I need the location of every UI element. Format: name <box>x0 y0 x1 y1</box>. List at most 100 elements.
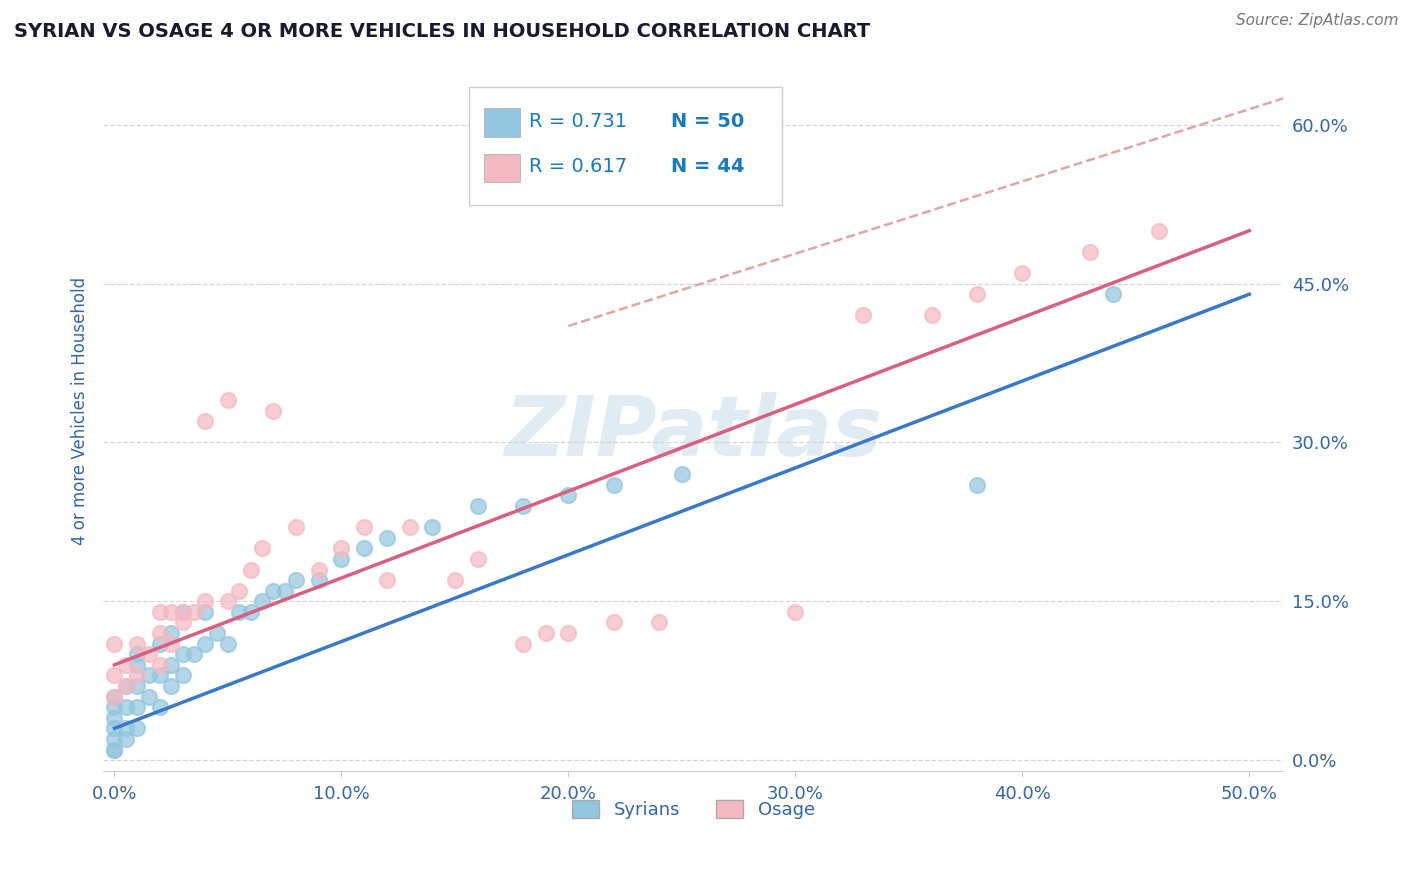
Point <box>398 520 420 534</box>
Point <box>1102 287 1125 301</box>
Point <box>183 605 205 619</box>
Point <box>103 742 125 756</box>
Point <box>444 573 467 587</box>
Point <box>250 594 273 608</box>
Point <box>103 731 125 746</box>
Point <box>308 573 330 587</box>
Point <box>239 605 262 619</box>
Point <box>557 488 579 502</box>
Point <box>375 531 398 545</box>
Point <box>114 731 136 746</box>
Point <box>262 403 284 417</box>
Point <box>534 626 557 640</box>
Point <box>262 583 284 598</box>
Point <box>183 647 205 661</box>
Point <box>205 626 228 640</box>
Point <box>239 562 262 576</box>
Point <box>852 309 875 323</box>
Point <box>671 467 693 482</box>
Point <box>160 605 183 619</box>
Point <box>353 520 375 534</box>
Point <box>127 637 149 651</box>
Point <box>330 552 353 566</box>
Point <box>194 414 217 428</box>
Point <box>138 647 160 661</box>
Point <box>308 562 330 576</box>
Text: Source: ZipAtlas.com: Source: ZipAtlas.com <box>1236 13 1399 29</box>
Point <box>103 700 125 714</box>
Point <box>273 583 295 598</box>
Point <box>149 605 172 619</box>
Point <box>194 605 217 619</box>
Text: R = 0.731: R = 0.731 <box>529 112 627 131</box>
Point <box>127 657 149 672</box>
Bar <box>484 108 520 137</box>
Point <box>1080 244 1102 259</box>
Point <box>966 478 988 492</box>
Point <box>228 605 250 619</box>
Point <box>785 605 807 619</box>
Point <box>648 615 671 630</box>
Y-axis label: 4 or more Vehicles in Household: 4 or more Vehicles in Household <box>72 277 89 545</box>
Text: N = 44: N = 44 <box>671 157 744 176</box>
Point <box>921 309 943 323</box>
Point <box>217 637 239 651</box>
Point <box>420 520 443 534</box>
Text: ZIPatlas: ZIPatlas <box>505 392 882 473</box>
Point <box>512 499 534 513</box>
Point <box>127 700 149 714</box>
Point <box>1147 224 1170 238</box>
Point <box>557 626 579 640</box>
Point <box>172 647 194 661</box>
Point <box>172 615 194 630</box>
Point <box>114 722 136 736</box>
Point <box>172 605 194 619</box>
Point <box>285 520 308 534</box>
Point <box>966 287 988 301</box>
Point <box>330 541 353 556</box>
Point <box>127 679 149 693</box>
Point <box>103 711 125 725</box>
Point <box>103 690 125 704</box>
Point <box>160 657 183 672</box>
Point <box>103 722 125 736</box>
Point <box>114 700 136 714</box>
Point <box>1011 266 1033 280</box>
Text: R = 0.617: R = 0.617 <box>529 157 627 176</box>
Point <box>149 626 172 640</box>
Legend: Syrians, Osage: Syrians, Osage <box>565 793 823 827</box>
Point <box>603 478 626 492</box>
Point <box>149 637 172 651</box>
Point <box>138 690 160 704</box>
Point <box>250 541 273 556</box>
Point <box>217 393 239 408</box>
Point <box>217 594 239 608</box>
Point <box>228 583 250 598</box>
FancyBboxPatch shape <box>470 87 782 205</box>
Point <box>103 742 125 756</box>
Point <box>114 679 136 693</box>
Point <box>103 690 125 704</box>
Point <box>285 573 308 587</box>
Point <box>103 668 125 682</box>
Point <box>375 573 398 587</box>
Point <box>512 637 534 651</box>
Point <box>172 668 194 682</box>
Point <box>149 668 172 682</box>
Point <box>149 700 172 714</box>
Point <box>467 552 489 566</box>
Point <box>127 722 149 736</box>
Point <box>160 679 183 693</box>
Point <box>127 668 149 682</box>
Point <box>172 605 194 619</box>
Point <box>149 657 172 672</box>
Bar <box>484 153 520 183</box>
Text: SYRIAN VS OSAGE 4 OR MORE VEHICLES IN HOUSEHOLD CORRELATION CHART: SYRIAN VS OSAGE 4 OR MORE VEHICLES IN HO… <box>14 22 870 41</box>
Point <box>114 657 136 672</box>
Point <box>114 679 136 693</box>
Point <box>127 647 149 661</box>
Point <box>103 637 125 651</box>
Point <box>160 626 183 640</box>
Point <box>160 637 183 651</box>
Point <box>194 637 217 651</box>
